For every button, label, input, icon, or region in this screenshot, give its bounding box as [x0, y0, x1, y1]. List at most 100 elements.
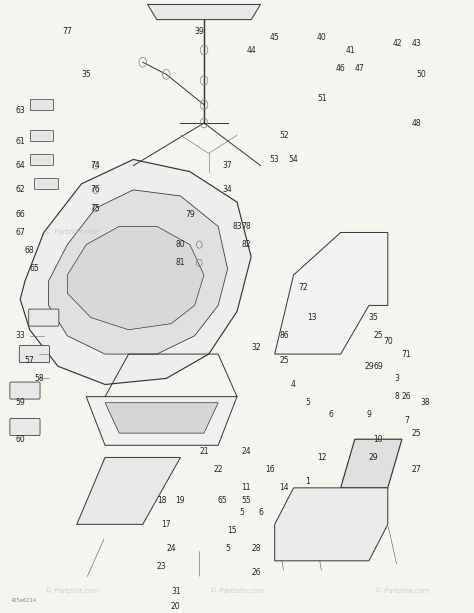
Text: 71: 71: [402, 349, 411, 359]
Text: 83: 83: [232, 222, 242, 231]
Text: 29: 29: [369, 453, 378, 462]
Text: 66: 66: [15, 210, 25, 219]
Text: 1: 1: [305, 478, 310, 486]
Text: 63: 63: [15, 106, 25, 115]
Text: © Partzilla.com: © Partzilla.com: [210, 588, 264, 594]
Text: 13: 13: [308, 313, 317, 322]
Text: 48: 48: [411, 118, 421, 128]
Text: 72: 72: [298, 283, 308, 292]
Text: 9: 9: [366, 410, 372, 419]
Text: 65: 65: [29, 264, 39, 273]
Polygon shape: [275, 232, 388, 354]
Polygon shape: [147, 4, 261, 20]
Text: 57: 57: [25, 356, 35, 365]
Text: 22: 22: [213, 465, 223, 474]
Text: 43: 43: [411, 39, 421, 48]
Text: 15: 15: [228, 526, 237, 535]
Text: 52: 52: [279, 131, 289, 140]
Text: 17: 17: [162, 520, 171, 529]
Text: 35: 35: [369, 313, 379, 322]
Text: 69: 69: [374, 362, 383, 371]
Bar: [30, 130, 53, 140]
Text: 25: 25: [279, 356, 289, 365]
FancyBboxPatch shape: [19, 346, 49, 363]
Text: © Partzilla.com: © Partzilla.com: [45, 229, 100, 235]
Text: 3: 3: [395, 374, 400, 383]
Text: 34: 34: [223, 185, 232, 194]
Text: 31: 31: [171, 587, 181, 596]
Text: 81: 81: [176, 258, 185, 267]
Text: 40: 40: [317, 33, 327, 42]
Text: 6: 6: [258, 508, 263, 517]
Text: © Partzilla.com: © Partzilla.com: [374, 588, 429, 594]
Text: 20: 20: [171, 602, 181, 611]
FancyBboxPatch shape: [10, 382, 40, 399]
Text: 53: 53: [270, 155, 280, 164]
Text: 26: 26: [402, 392, 411, 401]
Text: 33: 33: [15, 332, 25, 340]
Polygon shape: [275, 488, 388, 561]
Text: 60: 60: [15, 435, 25, 444]
Text: 37: 37: [223, 161, 232, 170]
Text: 59: 59: [15, 398, 25, 407]
Text: 5: 5: [225, 544, 230, 553]
Text: 65: 65: [218, 495, 228, 504]
Text: 61: 61: [16, 137, 25, 146]
Text: 21: 21: [199, 447, 209, 456]
Text: 54: 54: [289, 155, 299, 164]
Text: 35: 35: [82, 70, 91, 79]
Text: 58: 58: [34, 374, 44, 383]
Text: 25: 25: [374, 332, 383, 340]
Text: 12: 12: [317, 453, 327, 462]
Bar: [30, 99, 53, 110]
Text: 7: 7: [404, 416, 409, 425]
FancyBboxPatch shape: [10, 419, 40, 436]
Text: 50: 50: [416, 70, 426, 79]
Text: 16: 16: [265, 465, 275, 474]
Polygon shape: [48, 190, 228, 354]
Text: 76: 76: [91, 185, 100, 194]
Text: 44: 44: [246, 45, 256, 55]
Bar: [30, 154, 53, 165]
Text: 77: 77: [63, 28, 72, 36]
Text: 5: 5: [239, 508, 244, 517]
Polygon shape: [105, 403, 218, 433]
Text: 425e6214: 425e6214: [11, 598, 37, 603]
Text: 42: 42: [392, 39, 402, 48]
Text: 27: 27: [411, 465, 421, 474]
Text: 79: 79: [185, 210, 195, 219]
Text: 23: 23: [157, 562, 166, 571]
Text: 24: 24: [242, 447, 251, 456]
FancyBboxPatch shape: [29, 309, 59, 326]
Text: 11: 11: [242, 484, 251, 492]
Text: 14: 14: [279, 484, 289, 492]
Text: 45: 45: [270, 33, 280, 42]
Text: 70: 70: [383, 337, 392, 346]
Text: 6: 6: [329, 410, 334, 419]
Text: 8: 8: [395, 392, 400, 401]
Polygon shape: [341, 439, 402, 488]
Text: 46: 46: [336, 64, 346, 73]
Text: 5: 5: [305, 398, 310, 407]
Text: 82: 82: [242, 240, 251, 249]
Text: 41: 41: [345, 45, 355, 55]
Text: 25: 25: [411, 428, 421, 438]
Text: 18: 18: [157, 495, 166, 504]
Text: © Partzilla.com: © Partzilla.com: [45, 588, 100, 594]
Text: 64: 64: [15, 161, 25, 170]
Text: 32: 32: [251, 343, 261, 352]
Text: 39: 39: [194, 28, 204, 36]
Text: 67: 67: [15, 228, 25, 237]
Polygon shape: [67, 226, 204, 330]
Text: 29: 29: [364, 362, 374, 371]
Text: 24: 24: [166, 544, 176, 553]
Text: 78: 78: [242, 222, 251, 231]
Text: 4: 4: [291, 380, 296, 389]
Polygon shape: [77, 457, 181, 524]
Text: 86: 86: [279, 332, 289, 340]
Bar: [35, 178, 58, 189]
Text: 51: 51: [317, 94, 327, 103]
Text: 62: 62: [16, 185, 25, 194]
Text: 55: 55: [242, 495, 251, 504]
Text: 19: 19: [176, 495, 185, 504]
